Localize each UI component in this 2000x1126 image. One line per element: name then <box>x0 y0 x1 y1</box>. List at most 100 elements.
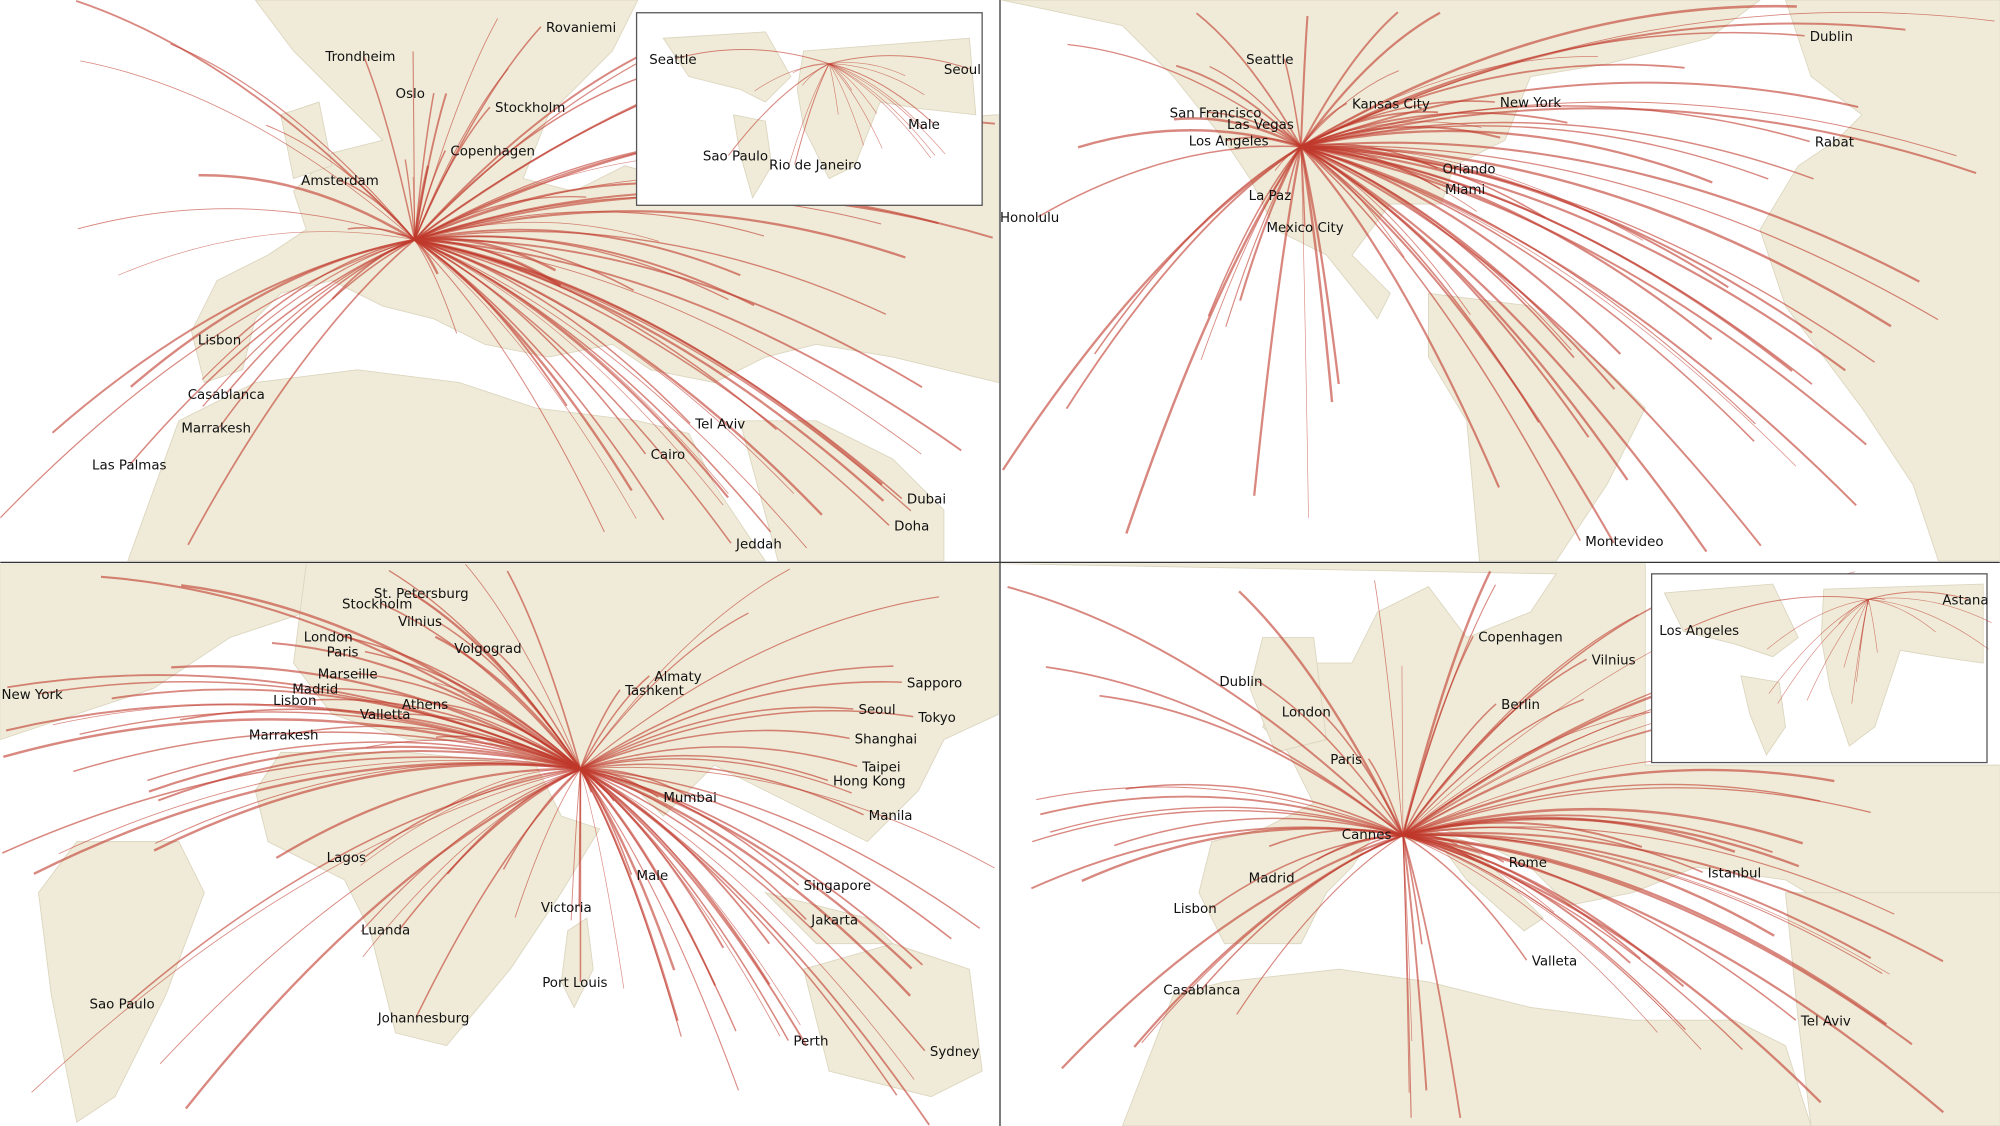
route <box>218 239 416 428</box>
panel-land <box>127 0 999 562</box>
inset-city-label: Male <box>908 118 940 133</box>
route <box>414 239 691 424</box>
city-label: Trondheim <box>324 50 395 65</box>
route <box>225 239 415 395</box>
city-label: Mumbai <box>663 791 716 806</box>
route <box>73 731 581 773</box>
route <box>414 239 458 334</box>
route <box>414 238 729 499</box>
panel-land <box>0 563 999 1123</box>
city-label: New York <box>1500 96 1561 111</box>
route <box>828 63 839 115</box>
route <box>506 570 582 770</box>
route <box>580 706 854 770</box>
city-label: Jakarta <box>810 914 858 929</box>
route <box>413 238 439 275</box>
route <box>674 48 830 65</box>
city-label: Amsterdam <box>301 174 379 189</box>
city-label: Singapore <box>804 879 871 894</box>
route <box>311 698 581 770</box>
route <box>1300 102 1348 148</box>
city-label: Mexico City <box>1267 221 1344 236</box>
route <box>580 729 850 770</box>
route <box>1402 834 1702 1050</box>
city-label: Montevideo <box>1585 535 1663 550</box>
route <box>1257 680 1404 836</box>
route <box>580 768 800 886</box>
route <box>148 745 581 793</box>
city-label: La Paz <box>1249 189 1292 204</box>
land <box>1759 0 2000 562</box>
route <box>1402 698 1584 836</box>
route <box>414 238 903 500</box>
route <box>1684 595 1869 631</box>
route <box>1300 145 1939 321</box>
route <box>1868 599 1936 633</box>
route <box>170 43 416 241</box>
route <box>1868 599 1989 650</box>
route <box>1001 145 1302 471</box>
route <box>1299 15 1309 147</box>
city-label: Male <box>637 869 669 884</box>
route <box>1300 145 1846 372</box>
city-label: Copenhagen <box>450 145 535 160</box>
route <box>1050 806 1404 836</box>
city-label: Las Palmas <box>92 458 166 473</box>
route <box>580 681 902 770</box>
route <box>1374 580 1404 836</box>
route <box>154 762 581 844</box>
inset-routes <box>674 48 1992 704</box>
route <box>828 63 883 149</box>
route <box>1402 658 1587 836</box>
route <box>580 768 697 802</box>
city-label: Seoul <box>858 703 895 718</box>
route <box>579 768 930 1126</box>
route <box>398 768 581 931</box>
route <box>153 763 581 852</box>
route <box>1239 146 1302 301</box>
land <box>0 563 333 741</box>
route <box>828 55 970 70</box>
route <box>1402 600 1666 836</box>
route <box>127 768 581 1005</box>
route <box>1367 758 1404 836</box>
route <box>360 768 581 933</box>
route <box>1319 711 1404 836</box>
city-label: Johannesburg <box>377 1012 470 1027</box>
route <box>77 208 415 241</box>
route <box>491 647 582 770</box>
city-label: Lisbon <box>273 694 316 709</box>
route <box>1300 145 1875 363</box>
route <box>1402 783 1821 836</box>
route <box>1838 599 1869 624</box>
inset-city-label: Rio de Janeiro <box>769 159 861 174</box>
land <box>1121 968 1812 1126</box>
land <box>739 420 945 562</box>
city-label: Madrid <box>1249 871 1295 886</box>
route <box>1300 81 1859 148</box>
route <box>580 763 864 816</box>
route <box>579 768 789 1041</box>
city-label: Dublin <box>1810 30 1853 45</box>
route <box>580 665 894 770</box>
route <box>828 63 932 159</box>
route <box>440 703 581 770</box>
city-label: Athens <box>402 698 448 713</box>
land <box>254 751 601 1047</box>
route <box>828 63 853 91</box>
route <box>1253 146 1303 496</box>
land <box>1785 892 2000 1126</box>
route <box>1226 136 1302 148</box>
route <box>1125 783 1404 836</box>
route <box>129 239 415 465</box>
route <box>1402 817 1800 868</box>
land <box>662 31 792 103</box>
route <box>829 63 946 155</box>
route <box>198 174 416 241</box>
route <box>1402 833 1872 960</box>
route <box>1300 145 1501 488</box>
route <box>1040 795 1404 837</box>
route <box>1207 146 1302 317</box>
route <box>1300 22 1906 148</box>
route <box>1300 145 1708 553</box>
